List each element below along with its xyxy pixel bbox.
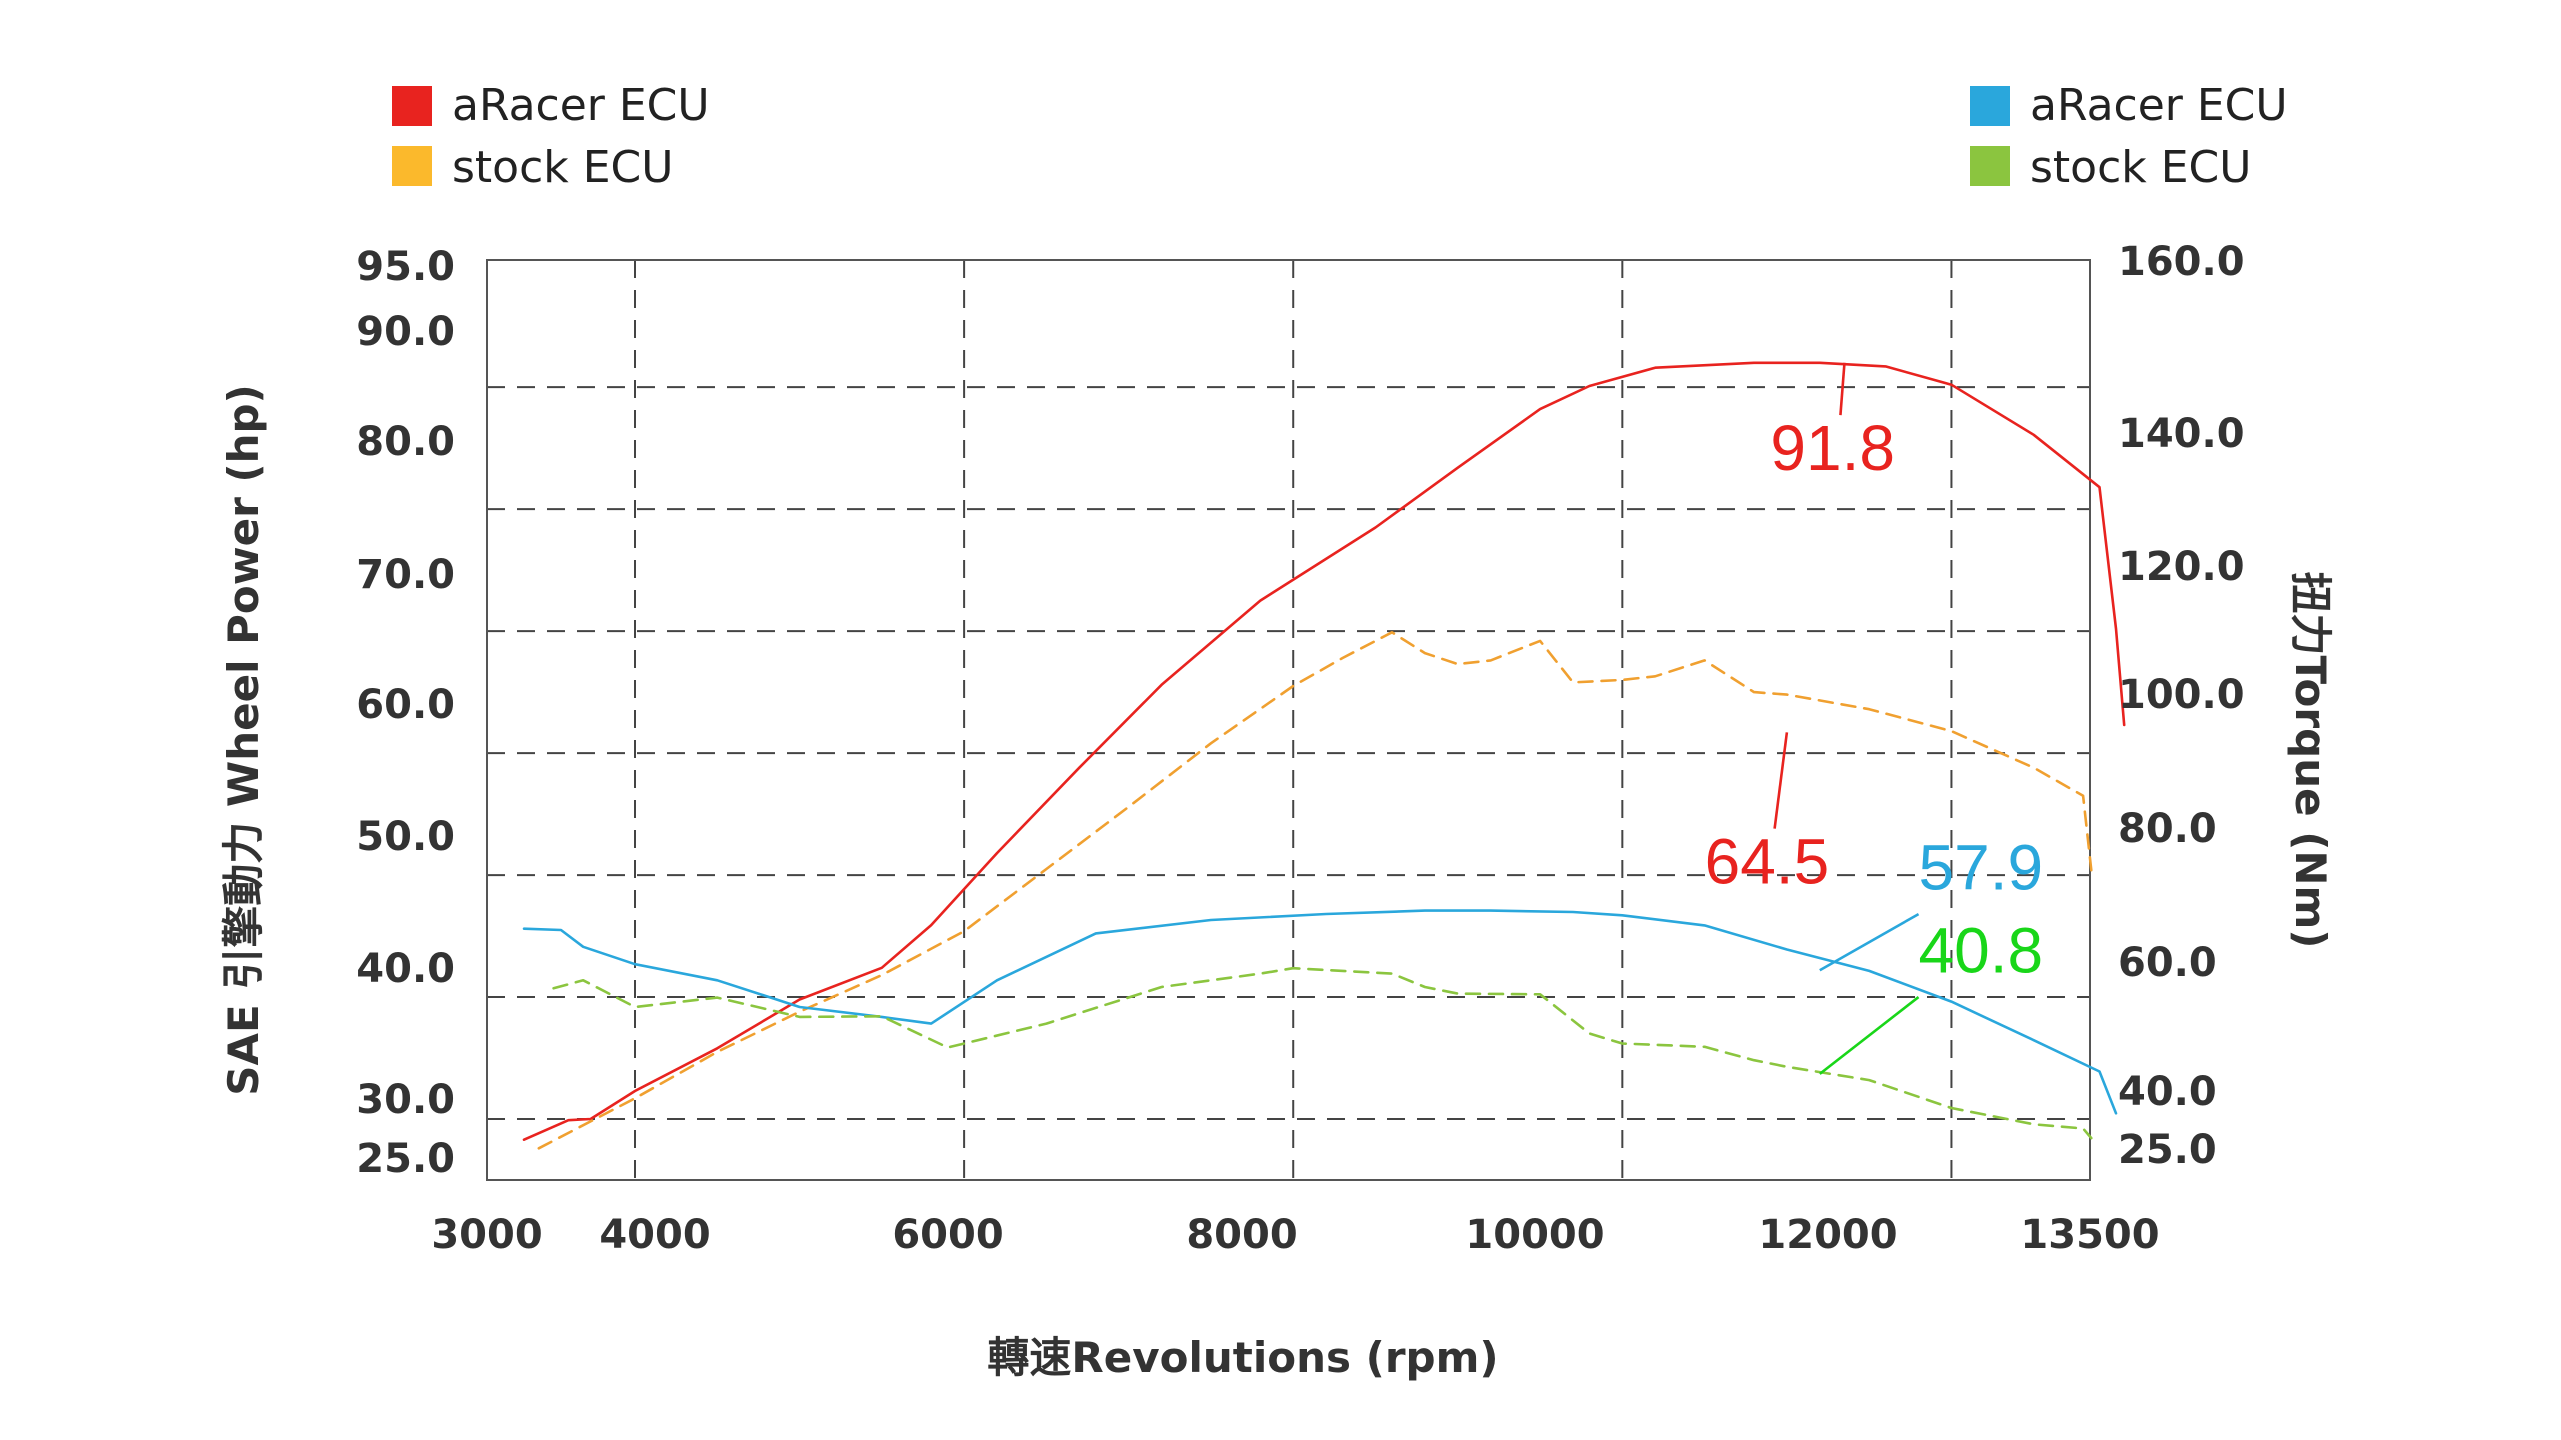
legend-label-aracer-power: aRacer ECU: [452, 80, 710, 131]
x-tick-label: 13500: [2020, 1212, 2159, 1258]
x-tick-label: 10000: [1465, 1212, 1604, 1258]
legend-label-stock-torque: stock ECU: [2030, 142, 2251, 193]
series-lines: [522, 361, 2126, 1150]
y-left-tick-label: 30.0: [356, 1077, 455, 1123]
stock-torque-line: [552, 966, 2093, 1140]
annotation-leader-line: [1819, 996, 1920, 1075]
x-tick-label: 12000: [1758, 1212, 1897, 1258]
y-right-tick-label: 25.0: [2118, 1127, 2217, 1173]
annotation-leader-line: [1819, 912, 1920, 972]
x-tick-label: 8000: [1186, 1212, 1297, 1258]
stock-power-line: [537, 630, 2093, 1150]
annotations: 91.8 64.5 57.9 40.8: [1705, 362, 2044, 1075]
y-right-tick-label: 100.0: [2118, 672, 2245, 718]
y-left-tick-label: 70.0: [356, 552, 455, 598]
grid: [487, 260, 2090, 1180]
y-left-tick-label: 80.0: [356, 419, 455, 465]
x-tick-label: 6000: [892, 1212, 1003, 1258]
aracer-power-line: [522, 361, 2126, 1141]
legend-swatch-aracer-torque: [1970, 86, 2010, 126]
x-tick-label: 3000: [431, 1212, 542, 1258]
y-right-tick-label: 60.0: [2118, 940, 2217, 986]
legend-right: aRacer ECU stock ECU: [1970, 80, 2288, 193]
y-left-tick-label: 40.0: [356, 946, 455, 992]
plot-frame: [486, 259, 2091, 1181]
aracer-torque-line: [522, 909, 2118, 1115]
annotation-label: 91.8: [1770, 412, 1895, 484]
legend-label-stock-power: stock ECU: [452, 142, 673, 193]
legend-left: aRacer ECU stock ECU: [392, 80, 710, 193]
y-right-tick-label: 120.0: [2118, 544, 2245, 590]
annotation-leader-line: [1773, 732, 1789, 829]
y-left-tick-label: 90.0: [356, 309, 455, 355]
legend-label-aracer-torque: aRacer ECU: [2030, 80, 2288, 131]
y-left-tick-label: 50.0: [356, 814, 455, 860]
annotation-label: 57.9: [1919, 832, 2044, 904]
y-left-tick-label: 95.0: [356, 244, 455, 290]
legend-swatch-stock-torque: [1970, 146, 2010, 186]
annotation-leader-line: [1839, 362, 1846, 416]
legend-swatch-stock-power: [392, 146, 432, 186]
annotation-label: 40.8: [1919, 915, 2044, 987]
tick-labels: 3000 4000 6000 8000 10000 12000 13500 25.0 30.0 4…: [356, 239, 2244, 1258]
y-left-tick-label: 60.0: [356, 682, 455, 728]
y-left-axis-title: SAE 引擎動力 Wheel Power (hp): [219, 384, 268, 1096]
y-right-tick-label: 140.0: [2118, 411, 2245, 457]
annotation-label: 64.5: [1705, 826, 1830, 898]
y-right-tick-label: 160.0: [2118, 239, 2245, 285]
y-right-axis-title: 扭力Torque (Nm): [2286, 571, 2335, 948]
y-right-tick-label: 80.0: [2118, 806, 2217, 852]
y-left-tick-label: 25.0: [356, 1136, 455, 1182]
x-tick-label: 4000: [599, 1212, 710, 1258]
legend-swatch-aracer-power: [392, 86, 432, 126]
x-axis-title: 轉速Revolutions (rpm): [987, 1333, 1498, 1382]
y-right-tick-label: 40.0: [2118, 1069, 2217, 1115]
